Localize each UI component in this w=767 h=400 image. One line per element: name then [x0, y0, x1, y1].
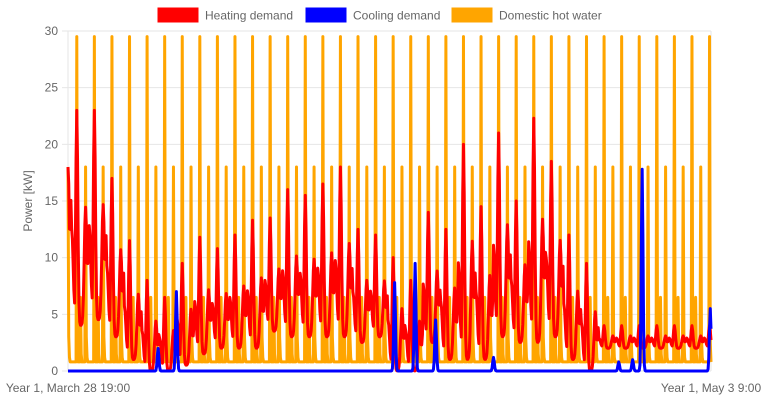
- y-tick-label: 15: [45, 194, 59, 208]
- legend-label[interactable]: Domestic hot water: [499, 9, 602, 23]
- legend-label[interactable]: Heating demand: [205, 9, 293, 23]
- legend: Heating demand Cooling demand Domestic hot…: [157, 7, 602, 23]
- y-tick-label: 20: [45, 137, 59, 151]
- y-axis-label: Power [kW]: [21, 170, 35, 231]
- x-axis-ticks: Year 1, March 28 19:00 Year 1, May 3 9:00: [6, 381, 762, 395]
- y-tick-label: 25: [45, 81, 59, 95]
- legend-swatch[interactable]: [305, 7, 347, 23]
- legend-label[interactable]: Cooling demand: [353, 9, 440, 23]
- y-tick-label: 10: [45, 251, 59, 265]
- y-axis-ticks: 0 5 10 15 20 25 30: [45, 24, 59, 378]
- legend-swatch[interactable]: [451, 7, 493, 23]
- y-tick-label: 5: [51, 307, 58, 321]
- series-line-cooling-demand: [67, 167, 713, 373]
- y-tick-label: 30: [45, 24, 59, 38]
- x-tick-label: Year 1, March 28 19:00: [6, 381, 131, 395]
- legend-swatch[interactable]: [157, 7, 199, 23]
- series-group: [66, 35, 713, 373]
- x-tick-label: Year 1, May 3 9:00: [661, 381, 762, 395]
- y-tick-label: 0: [51, 364, 58, 378]
